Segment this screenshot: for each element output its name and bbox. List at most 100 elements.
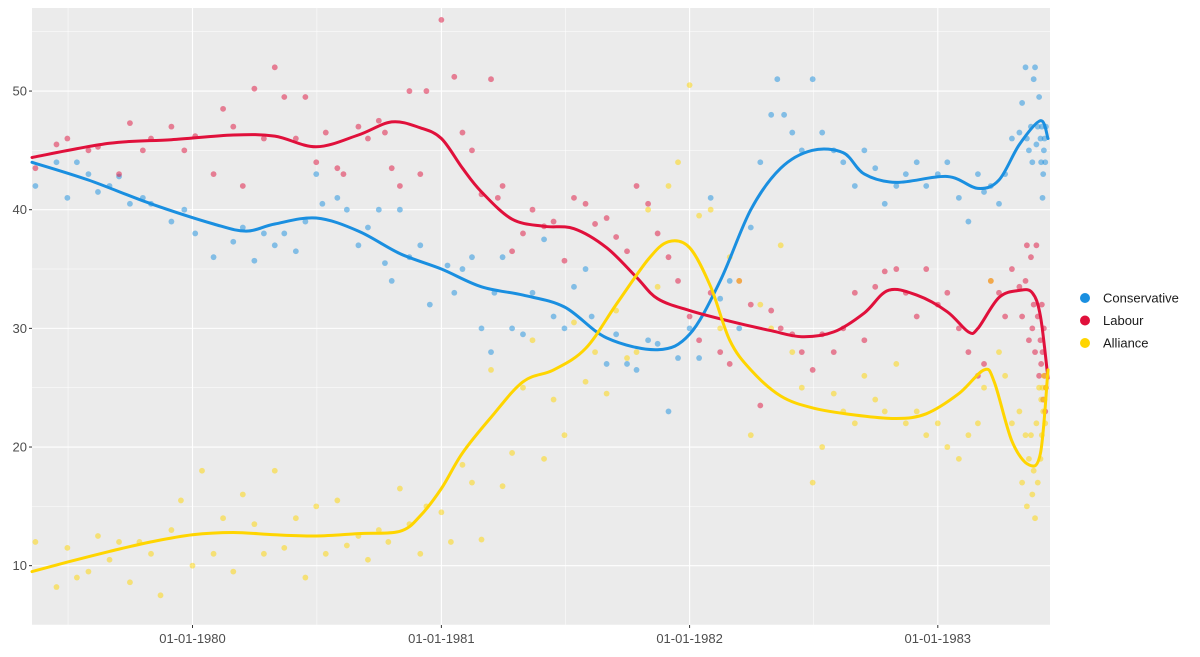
data-point (239, 183, 246, 189)
data-point (319, 200, 326, 207)
data-point (717, 349, 724, 355)
data-point (302, 94, 309, 100)
data-point (1016, 129, 1023, 136)
data-point (861, 337, 868, 344)
data-point (1009, 135, 1015, 142)
data-point (64, 544, 71, 551)
data-point (944, 289, 951, 296)
data-point (251, 85, 258, 92)
data-point (592, 221, 598, 227)
data-point (127, 579, 133, 586)
data-point (499, 483, 506, 490)
data-point (469, 147, 475, 154)
data-point (499, 254, 506, 261)
data-point (375, 117, 382, 124)
data-point (1030, 301, 1037, 308)
data-point (965, 349, 972, 355)
data-point (1026, 147, 1032, 154)
data-point (1026, 337, 1032, 344)
data-point (675, 159, 681, 166)
data-point (541, 236, 547, 243)
data-point (1029, 159, 1036, 166)
data-point (1041, 135, 1048, 142)
data-point (365, 224, 371, 231)
data-point (426, 301, 433, 308)
data-point (757, 402, 764, 409)
data-point (520, 331, 526, 338)
data-point (509, 325, 515, 332)
x-tick-label: 01-01-1982 (656, 631, 723, 646)
data-point (281, 94, 288, 100)
trend-line-conservative (30, 119, 1050, 352)
data-point (1038, 361, 1045, 367)
data-point (561, 257, 568, 264)
data-point (550, 218, 557, 225)
data-point (382, 260, 388, 267)
data-point (478, 536, 485, 543)
data-point (686, 82, 693, 89)
data-point (1009, 420, 1015, 427)
data-point (819, 444, 826, 450)
points-alliance (32, 82, 1049, 599)
data-point (388, 278, 395, 284)
x-tick-label: 01-01-1981 (408, 631, 475, 646)
data-point (923, 183, 930, 189)
data-point (571, 319, 577, 326)
data-point (934, 420, 941, 427)
data-point (1009, 266, 1015, 272)
data-point (923, 432, 930, 439)
data-point (53, 159, 60, 166)
data-point (1032, 64, 1038, 71)
data-point (654, 283, 661, 290)
data-point (840, 159, 847, 166)
data-point (881, 408, 888, 415)
data-point (375, 527, 382, 533)
data-point (494, 194, 501, 201)
data-point (355, 123, 362, 130)
data-point (417, 242, 424, 249)
data-point (768, 111, 775, 118)
data-point (913, 159, 920, 166)
data-point (561, 432, 568, 439)
data-point (592, 349, 598, 355)
data-point (981, 384, 987, 391)
data-point (251, 521, 258, 528)
data-point (665, 408, 672, 415)
data-point (696, 337, 703, 344)
data-point (220, 105, 226, 112)
data-point (686, 313, 693, 320)
legend-key-conservative (1080, 293, 1090, 303)
data-point (1029, 491, 1036, 498)
data-point (488, 366, 494, 373)
data-point (322, 129, 329, 136)
data-point (271, 467, 278, 474)
data-point (365, 556, 371, 563)
data-point (757, 301, 764, 308)
legend: Conservative Labour Alliance (1080, 291, 1179, 351)
legend-label-alliance: Alliance (1103, 336, 1149, 351)
data-point (178, 497, 184, 504)
data-point (127, 200, 133, 207)
data-point (633, 366, 640, 373)
data-point (447, 539, 454, 545)
data-point (747, 432, 754, 439)
data-point (851, 183, 858, 189)
data-point (469, 254, 475, 261)
data-point (588, 313, 595, 320)
data-point (996, 200, 1002, 207)
data-point (396, 206, 403, 213)
data-point (1019, 100, 1026, 106)
data-point (809, 479, 816, 486)
data-point (861, 147, 868, 154)
data-point (717, 325, 724, 332)
data-point (292, 515, 299, 522)
data-point (809, 366, 816, 373)
data-point (1032, 515, 1038, 522)
data-point (757, 159, 764, 166)
data-point (996, 289, 1002, 296)
data-point (1030, 467, 1037, 474)
data-point (192, 230, 199, 237)
data-point (478, 325, 485, 332)
data-point (302, 574, 309, 581)
data-point (1019, 313, 1026, 320)
